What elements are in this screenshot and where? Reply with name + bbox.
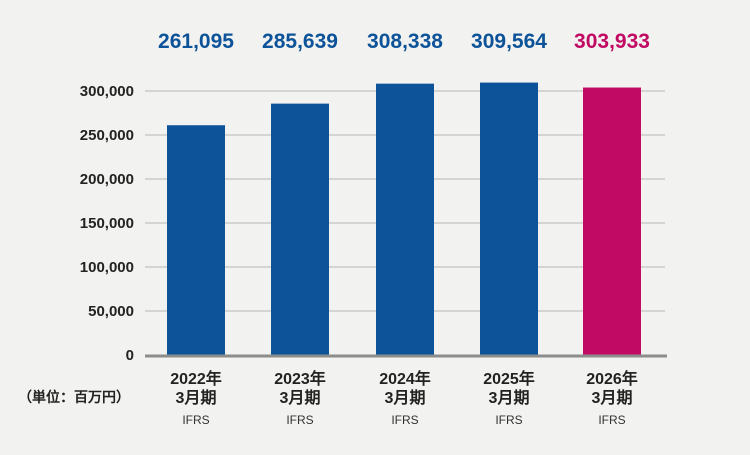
- bar: [583, 87, 641, 355]
- bar: [167, 125, 225, 356]
- bar: [271, 103, 329, 355]
- x-category-year: 2025年: [483, 369, 535, 388]
- x-category-year: 2024年: [379, 369, 431, 388]
- x-category-standard: IFRS: [598, 413, 625, 427]
- x-category-standard: IFRS: [391, 413, 418, 427]
- y-tick-label: 300,000: [80, 83, 134, 100]
- grid-layer: 0 50,000 100,000 150,000 200,000 250,000 300,0…: [80, 83, 665, 364]
- x-category-period: 3月期: [489, 388, 530, 407]
- y-tick-label: 50,000: [88, 303, 134, 320]
- x-category-year: 2023年: [274, 369, 326, 388]
- y-tick-label: 250,000: [80, 127, 134, 144]
- x-category-period: 3月期: [592, 388, 633, 407]
- x-category-period: 3月期: [385, 388, 426, 407]
- y-tick-label: 150,000: [80, 215, 134, 232]
- x-category-standard: IFRS: [286, 413, 313, 427]
- x-category-standard: IFRS: [182, 413, 209, 427]
- x-category-standard: IFRS: [495, 413, 522, 427]
- bar: [480, 82, 538, 355]
- bar-value-label: 261,095: [158, 30, 234, 53]
- bar-value-label: 308,338: [367, 30, 443, 53]
- label-layer: 261,095 285,639 308,338 309,564 303,933 2022年…: [158, 30, 650, 427]
- x-category-period: 3月期: [176, 388, 217, 407]
- x-category-year: 2022年: [170, 369, 222, 388]
- x-category-period: 3月期: [280, 388, 321, 407]
- bar-value-label: 285,639: [262, 30, 338, 53]
- bar: [376, 83, 434, 355]
- y-tick-label: 0: [126, 347, 134, 364]
- bar-layer: [145, 82, 667, 358]
- x-category-year: 2026年: [586, 369, 638, 388]
- bar-value-label: 303,933: [574, 30, 650, 53]
- bar-value-label: 309,564: [471, 30, 547, 53]
- y-tick-label: 100,000: [80, 259, 134, 276]
- unit-label: （単位：百万円）: [18, 389, 130, 405]
- y-tick-label: 200,000: [80, 171, 134, 188]
